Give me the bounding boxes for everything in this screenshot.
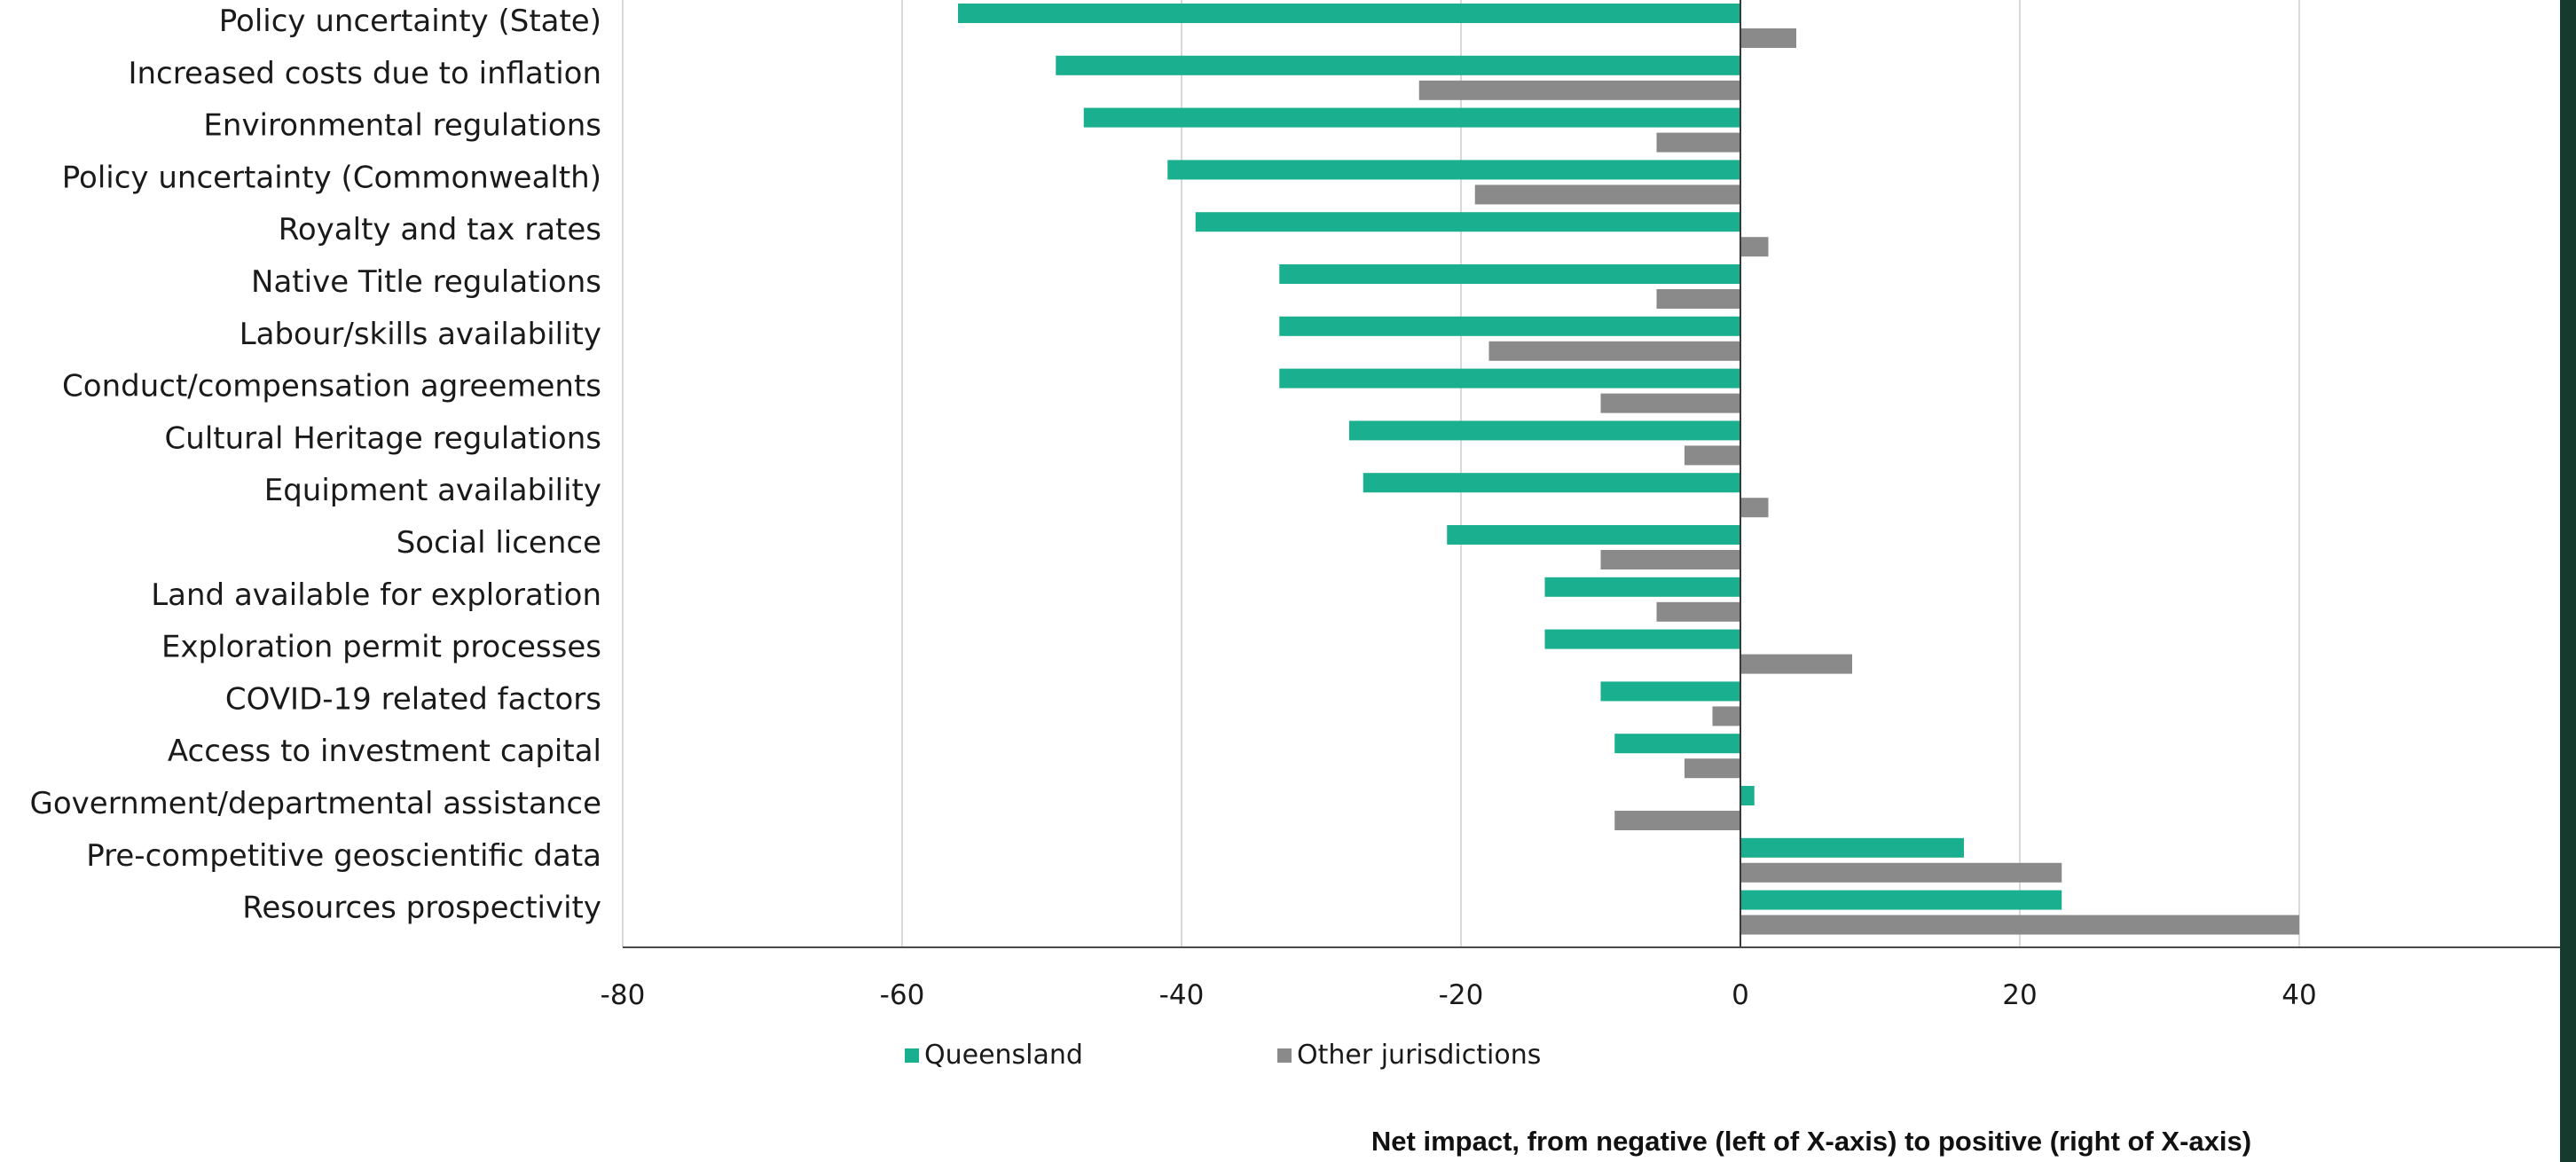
queensland-bar (1447, 525, 1740, 545)
category-label: COVID-19 related factors (225, 681, 601, 717)
gridlines (622, 0, 2300, 947)
queensland-bar (1544, 577, 1740, 597)
x-tick-label: 20 (2002, 979, 2037, 1011)
x-tick-label: -60 (880, 979, 925, 1011)
legend: Queensland Other jurisdictions (905, 1040, 1541, 1071)
x-tick-label: -40 (1159, 979, 1205, 1011)
queensland-bar (1614, 734, 1740, 754)
category-label: Equipment availability (264, 473, 601, 508)
bar-marks (958, 4, 2299, 935)
other-jurisdictions-bar (1474, 185, 1740, 205)
other-jurisdictions-bar (1740, 237, 1769, 257)
other-jurisdictions-bar (1712, 706, 1740, 726)
queensland-bar (1195, 212, 1740, 232)
queensland-bar (1167, 160, 1740, 180)
category-label: Resources prospectivity (242, 891, 601, 926)
category-label: Native Title regulations (251, 264, 601, 300)
x-tick-label: -80 (601, 979, 646, 1011)
category-label: Access to investment capital (168, 734, 601, 769)
queensland-bar (958, 4, 1740, 23)
category-label: Royalty and tax rates (279, 212, 601, 247)
queensland-bar (1279, 316, 1740, 336)
category-label: Pre-competitive geoscientific data (86, 838, 601, 874)
category-label: Government/departmental assistance (30, 786, 601, 821)
other-jurisdictions-bar (1488, 341, 1740, 361)
legend-label: Other jurisdictions (1297, 1040, 1541, 1071)
x-axis-title: Net impact, from negative (left of X-axi… (1371, 1126, 2251, 1157)
category-label: Conduct/compensation agreements (62, 369, 601, 404)
queensland-bar (1600, 681, 1740, 702)
queensland-bar (1740, 837, 1964, 858)
category-label: Land available for exploration (151, 577, 601, 613)
other-jurisdictions-bar (1418, 80, 1740, 100)
other-jurisdictions-bar (1740, 654, 1852, 674)
category-label: Increased costs due to inflation (128, 56, 601, 91)
other-jurisdictions-bar (1600, 550, 1740, 569)
queensland-bar (1363, 473, 1740, 493)
category-label: Cultural Heritage regulations (165, 420, 601, 456)
queensland-bar (1349, 420, 1740, 441)
queensland-bar (1279, 368, 1740, 389)
other-jurisdictions-bar (1740, 498, 1769, 518)
other-jurisdictions-bar (1600, 393, 1740, 413)
category-label: Policy uncertainty (State) (219, 4, 601, 39)
other-jurisdictions-bar (1656, 601, 1740, 622)
x-tick-label: 40 (2281, 979, 2316, 1011)
queensland-bar (1056, 55, 1740, 75)
x-tick-label: -20 (1439, 979, 1484, 1011)
other-jurisdictions-bar (1685, 445, 1740, 466)
category-label: Exploration permit processes (161, 630, 601, 665)
category-label: Social licence (397, 525, 601, 561)
category-label: Environmental regulations (203, 108, 601, 144)
category-labels: Policy uncertainty (State) Increased cost… (30, 4, 601, 926)
other-jurisdictions-bar (1656, 132, 1740, 153)
x-tick-label: 0 (1732, 979, 1749, 1011)
other-jurisdictions-bar (1740, 28, 1796, 48)
category-label: Policy uncertainty (Commonwealth) (62, 160, 601, 195)
queensland-bar (1740, 786, 1755, 805)
queensland-bar (1544, 629, 1740, 649)
other-jurisdictions-bar (1740, 915, 2299, 935)
other-jurisdictions-bar (1685, 758, 1740, 779)
legend-label: Queensland (924, 1040, 1083, 1071)
legend-swatch (905, 1048, 919, 1063)
other-jurisdictions-bar (1614, 811, 1740, 830)
x-axis: -80 -60 -40 -20 0 20 40 (601, 0, 2560, 1011)
other-jurisdictions-bar (1740, 862, 2062, 883)
queensland-bar (1740, 890, 2062, 910)
legend-swatch (1277, 1048, 1292, 1063)
category-label: Labour/skills availability (240, 317, 601, 352)
queensland-bar (1083, 107, 1740, 128)
queensland-bar (1279, 264, 1740, 284)
other-jurisdictions-bar (1656, 289, 1740, 309)
